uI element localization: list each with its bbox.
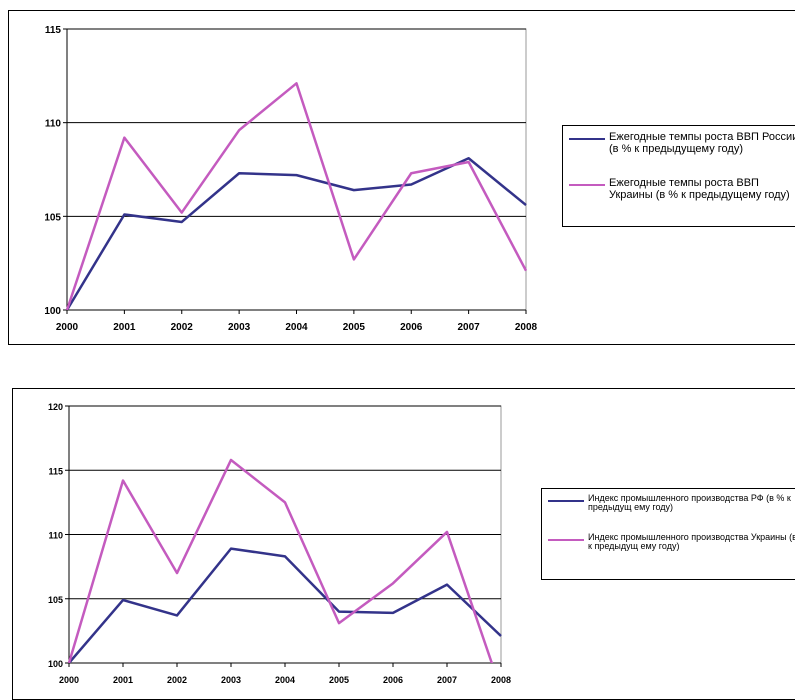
legend-swatch-russia [548,500,584,502]
chart-2-ytick-label: 115 [48,466,63,476]
chart-2-legend: Индекс промышленного производства РФ (в … [541,488,795,580]
chart-1-xtick-label: 2006 [400,322,423,333]
chart-2-legend-item-ukraine: Индекс промышленного производства Украин… [548,532,795,552]
chart-2-ytick-label: 100 [48,659,63,669]
chart-1-xtick-label: 2008 [515,322,538,333]
chart-1-xtick-label: 2001 [113,322,136,333]
chart-2-series-russia-line [68,547,502,663]
chart-2-legend-item-russia: Индекс промышленного производства РФ (в … [548,493,795,513]
chart-1-plot: 100 105 110 115 2000 2001 2002 2003 2004 2005 2006… [44,25,538,333]
chart-2-legend-label-ukraine: Индекс промышленного производства Украин… [588,532,795,552]
chart-2-ytick-label: 110 [48,531,63,541]
chart-1-series-ukraine-line [65,82,528,310]
chart-1-ytick-label: 105 [44,212,61,223]
chart-1-frame: 100 105 110 115 2000 2001 2002 2003 2004 2005 2006… [8,10,795,345]
chart-2-frame: 100 105 110 115 120 2000 2001 2002 2003 2004 2005 2… [12,388,795,700]
chart-1-xtick-label: 2007 [458,322,481,333]
chart-1-xtick-label: 2003 [228,322,251,333]
chart-2-plot: 100 105 110 115 120 2000 2001 2002 2003 2004 2005 2… [48,402,511,685]
chart-2-ytick-label: 105 [48,595,63,605]
chart-2-xtick-label: 2000 [59,675,79,685]
chart-2-xtick-label: 2001 [113,675,133,685]
chart-1-xtick-label: 2002 [171,322,194,333]
chart-1-ytick-label: 110 [45,119,62,130]
chart-2-xtick-label: 2002 [167,675,187,685]
legend-swatch-ukraine [569,184,605,186]
chart-1-legend-label-russia: Ежегодные темпы роста ВВП России (в % к … [609,131,795,155]
chart-2-xtick-label: 2005 [329,675,349,685]
chart-1-legend-item-russia: Ежегодные темпы роста ВВП России (в % к … [569,131,795,155]
chart-1-ytick-label: 115 [45,25,62,36]
chart-1-legend-label-ukraine: Ежегодные темпы роста ВВП Украины (в % к… [609,177,790,201]
chart-2-series-ukraine-line [67,458,494,663]
chart-1-xtick-label: 2004 [285,322,308,333]
chart-1-xtick-label: 2000 [56,322,79,333]
chart-2-xtick-label: 2006 [383,675,403,685]
chart-2-ytick-label: 120 [48,402,63,412]
chart-1-legend: Ежегодные темпы роста ВВП России (в % к … [562,125,795,227]
chart-1-xtick-label: 2005 [343,322,366,333]
chart-1-legend-item-ukraine: Ежегодные темпы роста ВВП Украины (в % к… [569,177,795,201]
chart-2-xtick-label: 2008 [491,675,511,685]
chart-2-legend-label-russia: Индекс промышленного производства РФ (в … [588,493,791,513]
chart-2-xtick-label: 2007 [437,675,457,685]
legend-swatch-ukraine [548,539,584,541]
chart-1-ytick-label: 100 [44,306,61,317]
legend-swatch-russia [569,138,605,140]
chart-2-xtick-label: 2003 [221,675,241,685]
chart-2-xtick-label: 2004 [275,675,295,685]
